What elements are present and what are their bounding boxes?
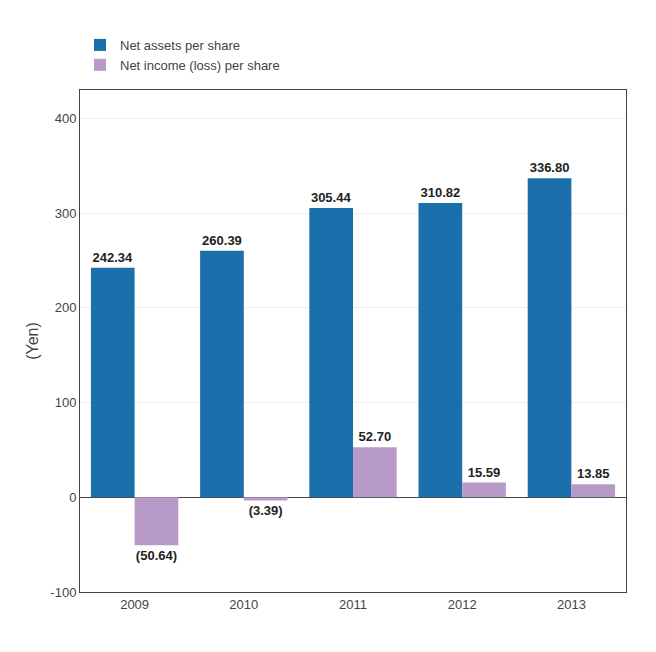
svg-text:2011: 2011 [339,597,367,612]
svg-text:310.82: 310.82 [420,185,460,200]
svg-text:2013: 2013 [557,597,586,612]
svg-text:260.39: 260.39 [202,233,242,248]
svg-text:2009: 2009 [120,597,149,612]
svg-text:100: 100 [55,395,77,410]
svg-text:2012: 2012 [448,597,477,612]
svg-text:(50.64): (50.64) [136,548,177,563]
svg-text:(3.39): (3.39) [249,503,283,518]
svg-text:336.80: 336.80 [530,160,570,175]
svg-text:(Yen): (Yen) [24,322,41,360]
svg-text:2010: 2010 [229,597,258,612]
svg-text:200: 200 [55,300,77,315]
svg-text:13.85: 13.85 [577,466,610,481]
svg-text:Net assets per share: Net assets per share [120,38,240,53]
svg-text:Net income (loss) per share: Net income (loss) per share [120,58,280,73]
svg-text:400: 400 [55,111,77,126]
svg-text:15.59: 15.59 [468,465,501,480]
svg-text:305.44: 305.44 [311,190,352,205]
svg-text:0: 0 [69,490,76,505]
svg-text:242.34: 242.34 [92,250,133,265]
svg-text:52.70: 52.70 [359,429,392,444]
svg-text:300: 300 [55,206,77,221]
svg-text:-100: -100 [50,585,76,600]
